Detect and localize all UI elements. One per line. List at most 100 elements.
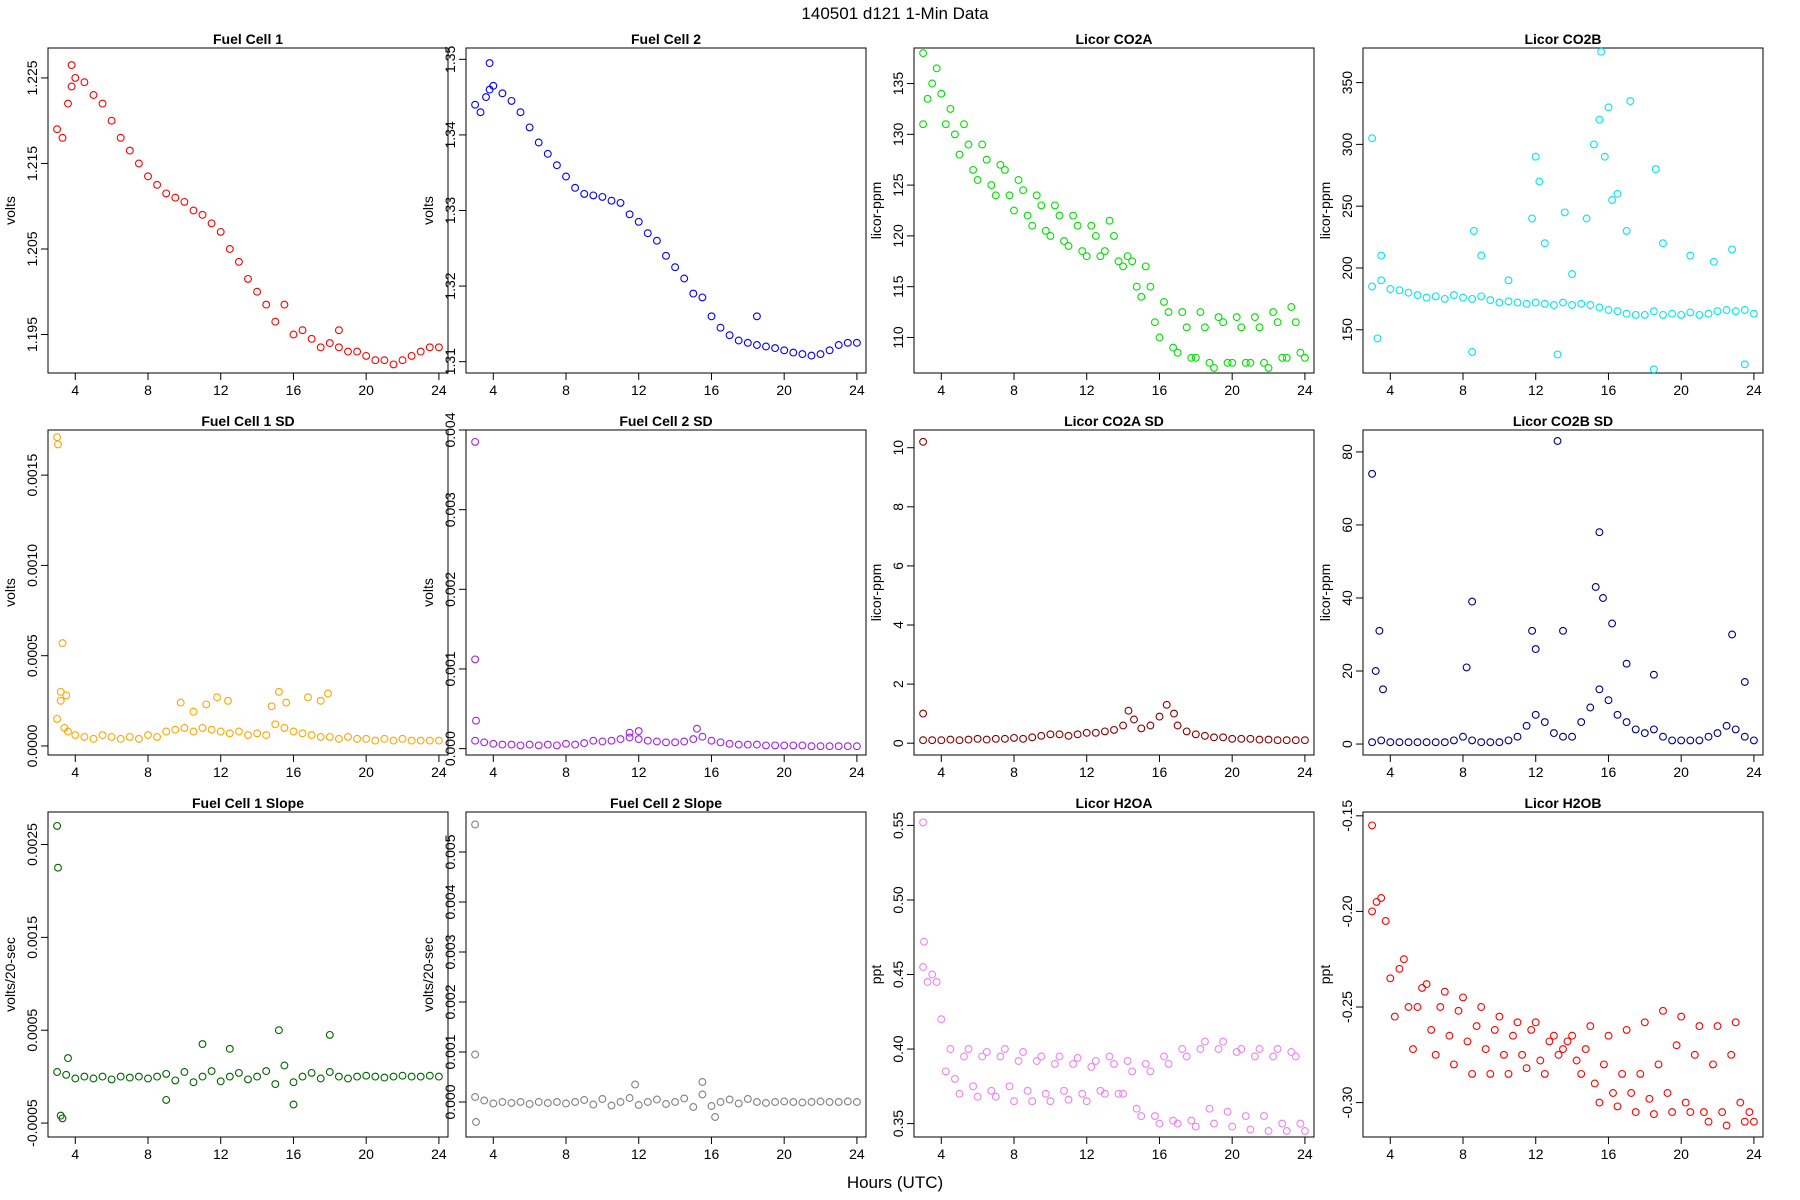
chart-fuel-cell-1-sd-point	[213, 693, 222, 702]
chart-fuel-cell-1-sd-point	[64, 727, 72, 736]
chart-licor-co2b-sd-point	[1528, 626, 1537, 635]
chart-licor-co2b-point	[1640, 310, 1649, 319]
chart-licor-co2a-point	[1296, 348, 1305, 357]
chart-licor-co2a-point	[1260, 358, 1268, 367]
chart-licor-co2a-point	[1141, 262, 1150, 271]
chart-fuel-cell-1-sd-point	[244, 731, 252, 740]
chart-licor-h2ob-point	[1709, 1060, 1717, 1069]
chart-fuel-cell-2-sd-ytick-label: 0.001	[442, 651, 458, 686]
chart-licor-h2oa-point	[1273, 1045, 1282, 1053]
chart-fuel-cell-1-slope-point	[98, 1072, 107, 1081]
chart-licor-h2ob-point	[1645, 1094, 1654, 1103]
chart-fuel-cell-1-point	[153, 180, 162, 189]
chart-fuel-cell-1-sd-point	[98, 731, 107, 740]
chart-licor-co2a-point	[950, 130, 959, 139]
chart-licor-co2a-sd-point	[1282, 736, 1291, 745]
chart-fuel-cell-1-slope-point	[162, 1095, 171, 1104]
chart-fuel-cell-1-slope-point	[80, 1072, 89, 1081]
chart-fuel-cell-1-slope-point	[198, 1072, 207, 1081]
chart-licor-co2b-point	[1535, 177, 1544, 186]
chart-licor-h2ob-ytick-label: -0.20	[1339, 895, 1355, 927]
chart-licor-co2a-sd-point	[1255, 735, 1264, 744]
chart-fuel-cell-1-slope-point	[274, 1026, 283, 1035]
chart-licor-h2oa-point	[1110, 1059, 1118, 1068]
chart-fuel-cell-1-slope-point	[434, 1072, 443, 1081]
chart-fuel-cell-1-sd-point	[153, 732, 162, 741]
chart-licor-co2a-sd-point	[1219, 733, 1228, 742]
chart-licor-h2oa-point	[1000, 1045, 1009, 1053]
chart-licor-co2b-sd-point	[1749, 736, 1758, 745]
chart-licor-h2ob-point	[1636, 1069, 1645, 1078]
chart-licor-co2b-sd-point	[1368, 738, 1377, 747]
chart-licor-co2b-sd-point	[1404, 738, 1413, 747]
chart-fuel-cell-2-sd-title: Fuel Cell 2 SD	[619, 413, 712, 429]
chart-licor-co2b-point	[1622, 309, 1631, 318]
chart-licor-co2b-sd-point	[1531, 710, 1540, 719]
chart-licor-h2ob: Licor H2OB 4 8 12 16 20 24 -0.30 -0.25 -0.20 -0.15…	[1317, 795, 1764, 1162]
chart-fuel-cell-2-point	[662, 251, 670, 260]
chart-licor-co2a-sd-point	[937, 736, 946, 745]
chart-fuel-cell-2-slope-point	[498, 1098, 507, 1106]
chart-fuel-cell-2-sd-point	[472, 716, 480, 725]
chart-licor-h2ob-point	[1554, 1050, 1563, 1059]
chart-fuel-cell-1-sd-point	[371, 736, 380, 745]
chart-fuel-cell-2-point	[762, 342, 770, 351]
chart-licor-co2a-sd-point	[1010, 733, 1018, 742]
chart-fuel-cell-1-slope-point	[262, 1067, 271, 1076]
chart-fuel-cell-1-sd-point	[316, 732, 325, 741]
chart-licor-h2oa-ytick-label: 0.50	[890, 886, 906, 913]
chart-licor-h2oa-point	[1182, 1052, 1191, 1061]
chart-licor-co2b-sd-point	[1375, 626, 1384, 635]
chart-fuel-cell-1-point	[434, 343, 443, 352]
chart-fuel-cell-2-point	[562, 172, 570, 181]
chart-fuel-cell-2-sd-point	[816, 742, 825, 751]
chart-licor-co2a-point	[1037, 201, 1046, 210]
chart-licor-co2b-sd-point	[1586, 703, 1595, 712]
chart-licor-h2ob-point	[1527, 1025, 1536, 1034]
chart-licor-co2a-sd-point	[1064, 731, 1073, 740]
chart-licor-h2ob-point	[1731, 1018, 1740, 1027]
chart-fuel-cell-2-sd-point	[571, 740, 580, 749]
chart-fuel-cell-1-slope-point	[389, 1072, 398, 1081]
chart-licor-h2oa-point	[1228, 1122, 1237, 1131]
chart-licor-h2oa-point	[1010, 1097, 1018, 1106]
chart-fuel-cell-2-slope-xtick-label: 12	[631, 1146, 647, 1162]
chart-licor-h2oa-point	[1146, 1067, 1155, 1076]
chart-fuel-cell-2-slope-point	[743, 1095, 752, 1103]
chart-licor-co2a-point	[1169, 343, 1178, 352]
chart-fuel-cell-2-point	[543, 149, 552, 158]
chart-fuel-cell-2-slope-point	[607, 1101, 616, 1110]
chart-licor-co2a-sd-point	[1100, 727, 1109, 736]
chart-fuel-cell-1-xtick-label: 8	[144, 382, 152, 398]
chart-licor-h2ob-point	[1409, 1045, 1417, 1054]
chart-fuel-cell-1-title: Fuel Cell 1	[213, 31, 283, 47]
chart-fuel-cell-2-sd-point	[489, 739, 498, 748]
chart-licor-h2ob-point	[1640, 1018, 1649, 1027]
chart-fuel-cell-1-slope-xtick-label: 20	[358, 1146, 374, 1162]
chart-fuel-cell-1-xtick-label: 24	[431, 382, 447, 398]
chart-fuel-cell-1-sd-point	[282, 698, 291, 707]
chart-fuel-cell-2-sd-point	[589, 736, 598, 745]
chart-fuel-cell-2-slope: Fuel Cell 2 Slope 4 8 12 16 20 24 0.000 0.001 0.0…	[420, 795, 867, 1162]
chart-licor-co2a-point	[973, 176, 982, 184]
chart-fuel-cell-2-sd-xtick-label: 12	[631, 764, 647, 780]
chart-fuel-cell-1-point	[271, 317, 280, 326]
chart-fuel-cell-1-slope-xtick-label: 16	[286, 1146, 302, 1162]
chart-fuel-cell-1-sd-point	[171, 725, 180, 734]
chart-fuel-cell-2-sd-point	[680, 737, 689, 746]
chart-licor-h2ob-point	[1595, 1098, 1604, 1107]
chart-fuel-cell-1-sd-title: Fuel Cell 1 SD	[201, 413, 294, 429]
chart-licor-h2oa-ytick-label: 0.45	[890, 961, 906, 988]
chart-fuel-cell-1-sd-point	[80, 732, 89, 741]
chart-fuel-cell-2-slope-xtick-label: 8	[562, 1146, 570, 1162]
chart-fuel-cell-1-point	[280, 300, 289, 309]
chart-licor-co2b-sd-point	[1468, 736, 1477, 745]
chart-licor-co2b-sd-point	[1577, 718, 1586, 727]
chart-licor-co2b-point	[1631, 310, 1640, 319]
chart-licor-h2oa-point	[1150, 1112, 1159, 1121]
chart-fuel-cell-1-slope-point	[134, 1072, 143, 1081]
chart-fuel-cell-1-sd-points	[53, 433, 443, 745]
chart-fuel-cell-2-slope-point	[472, 1118, 480, 1126]
chart-fuel-cell-1-slope-point	[416, 1072, 425, 1081]
chart-fuel-cell-2-ytick-label: 1.35	[442, 46, 458, 73]
